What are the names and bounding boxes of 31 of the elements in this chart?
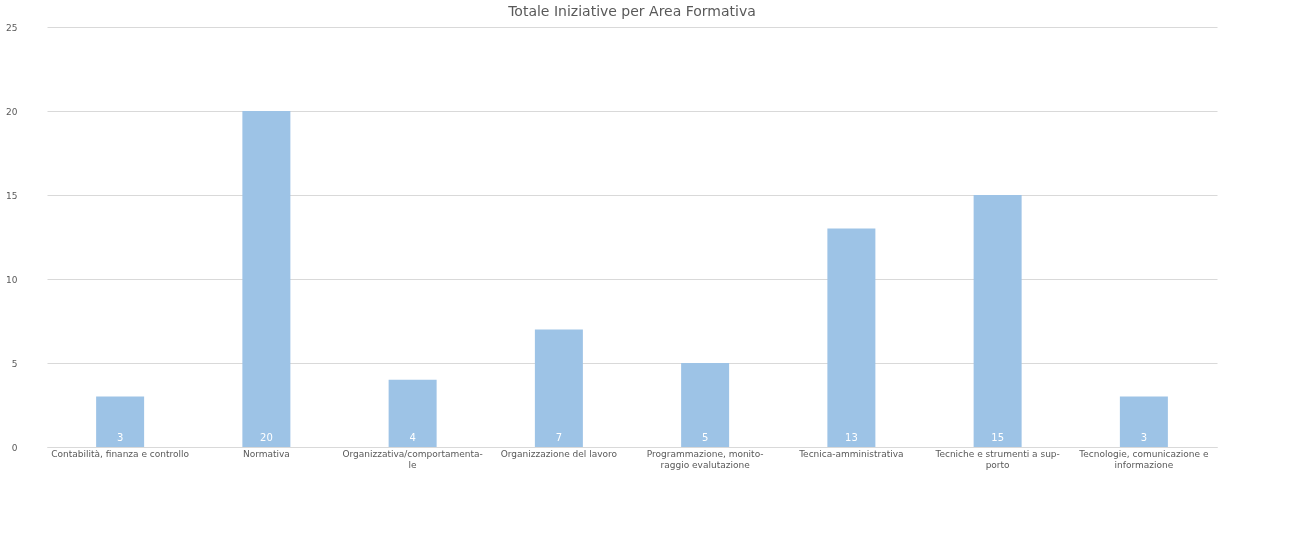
- data-label: 15: [991, 432, 1004, 443]
- bar: [973, 195, 1022, 447]
- x-tick-label: Tecnologie, comunicazione e informazione: [1078, 448, 1209, 470]
- data-label: 5: [701, 432, 709, 443]
- data-label: 20: [260, 432, 273, 443]
- x-tick-label: Organizzazione del lavoro: [500, 448, 618, 459]
- bar: [534, 329, 583, 447]
- y-tick-label: 15: [6, 190, 18, 201]
- x-tick-label: Programmazione, monito- raggio evalutazione: [646, 448, 764, 470]
- bar: [96, 396, 145, 447]
- y-tick-label: 5: [11, 358, 18, 369]
- data-label: 7: [555, 432, 563, 443]
- bar: [1119, 396, 1168, 447]
- x-tick-label: Tecnica-amministrativa: [798, 448, 904, 459]
- bar: [388, 379, 437, 447]
- x-tick-label: Normativa: [242, 448, 290, 459]
- x-tick-label: Tecniche e strumenti a sup- porto: [934, 448, 1060, 470]
- bar: [681, 363, 730, 447]
- data-label: 3: [116, 432, 124, 443]
- y-tick-label: 10: [6, 274, 18, 285]
- data-label: 13: [845, 432, 858, 443]
- y-tick-label: 25: [6, 22, 18, 33]
- x-tick-label: Organizzativa/comportamenta- le: [342, 448, 483, 470]
- data-label: 3: [1140, 432, 1148, 443]
- y-tick-label: 0: [11, 442, 18, 453]
- y-tick-label: 20: [6, 106, 18, 117]
- x-tick-label: Contabilità, finanza e controllo: [51, 448, 190, 459]
- chart-title: Totale Iniziative per Area Formativa: [507, 3, 756, 19]
- bar: [827, 228, 876, 447]
- bar: [242, 111, 291, 447]
- data-label: 4: [409, 432, 416, 443]
